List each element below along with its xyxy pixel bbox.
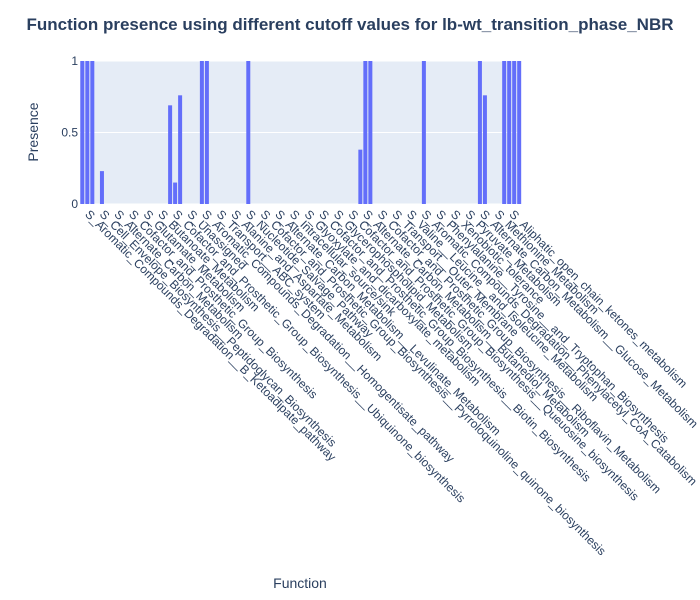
bar (204, 61, 209, 204)
bar (99, 171, 104, 204)
bar (421, 61, 426, 204)
bar (507, 61, 512, 204)
bar (502, 61, 507, 204)
bar (512, 61, 517, 204)
grid-lines (80, 60, 519, 205)
bar (482, 95, 487, 204)
y-tick-label: 0 (71, 197, 78, 211)
bar (80, 61, 85, 204)
y-tick-label: 0.5 (61, 126, 78, 140)
bar (517, 61, 522, 204)
x-axis-ticks: S_Aromatic_Compounds_Degradation__B_Keto… (82, 207, 700, 558)
y-axis-ticks: 00.51 (61, 54, 78, 211)
y-tick-label: 1 (71, 54, 78, 68)
bar (85, 61, 90, 204)
bar (477, 61, 482, 204)
bar (173, 182, 178, 204)
bar (199, 61, 204, 204)
bar (358, 149, 363, 204)
bar (178, 95, 183, 204)
bars-group (80, 61, 522, 204)
bar (246, 61, 251, 204)
bar (90, 61, 95, 204)
bar (168, 105, 173, 204)
x-axis-label: Function (273, 575, 327, 591)
y-axis-label: Presence (25, 102, 41, 161)
chart-title: Function presence using different cutoff… (26, 15, 673, 34)
bar (363, 61, 368, 204)
bar (368, 61, 373, 204)
